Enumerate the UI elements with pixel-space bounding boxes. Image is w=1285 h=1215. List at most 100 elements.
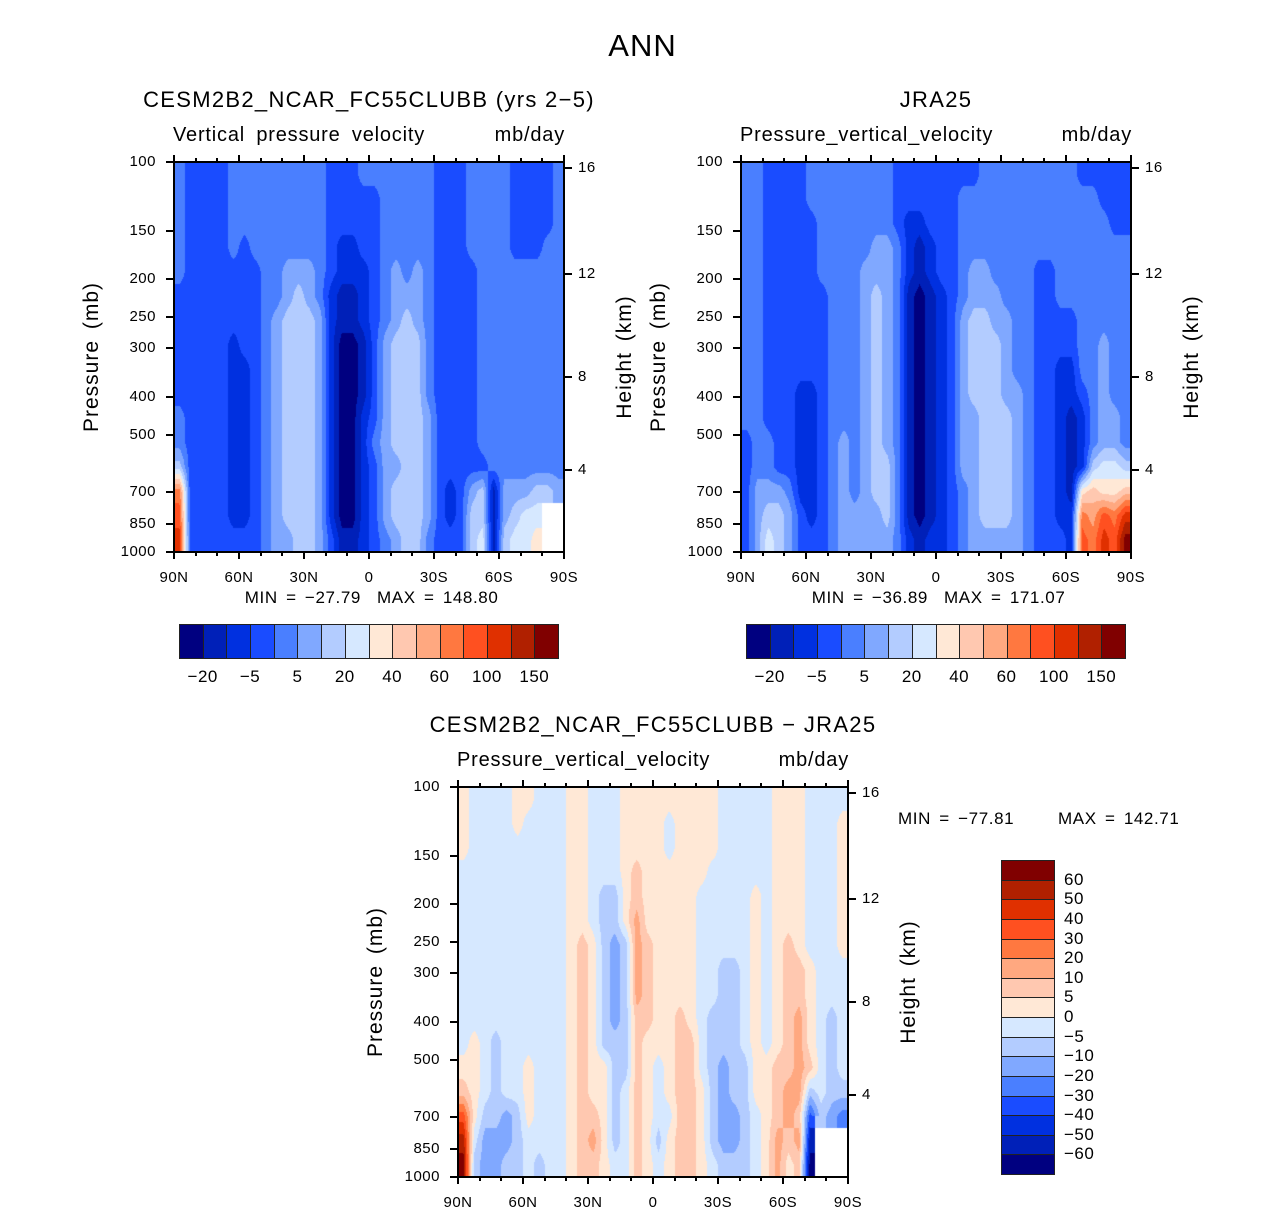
y-tick <box>733 229 740 232</box>
x-tick <box>1130 155 1132 162</box>
x-tick <box>259 158 262 162</box>
x-tick <box>541 552 544 556</box>
colorbar-box <box>1001 1056 1055 1077</box>
height-tick-label: 16 <box>1145 158 1163 176</box>
x-tick-label: 90N <box>443 1194 473 1211</box>
height-tick <box>565 166 572 169</box>
colorbar-box <box>1001 1134 1055 1156</box>
x-tick <box>803 783 806 787</box>
x-tick <box>783 552 786 556</box>
colorbar-box <box>959 624 984 659</box>
x-tick-label: 60S <box>484 569 514 586</box>
min-label: MIN = −77.81 <box>898 809 1015 828</box>
x-tick-label: 0 <box>364 569 374 586</box>
x-tick <box>238 155 240 162</box>
height-tick <box>1132 469 1139 472</box>
y-tick-label: 200 <box>696 270 723 288</box>
x-tick <box>587 780 589 787</box>
x-tick <box>870 552 872 559</box>
x-tick <box>630 1177 633 1181</box>
panel-title: JRA25 <box>899 87 973 112</box>
y-tick-label: 850 <box>129 515 156 533</box>
x-tick <box>913 158 916 162</box>
x-tick <box>411 552 414 556</box>
y-tick-label: 1000 <box>120 543 156 560</box>
colorbar-box <box>1001 918 1055 940</box>
x-tick <box>216 552 219 556</box>
x-tick <box>281 552 284 556</box>
colorbar-box <box>1006 624 1032 659</box>
x-tick-label: 90S <box>549 569 579 586</box>
colorbar-box <box>888 624 913 659</box>
x-tick-label: 90N <box>159 569 189 586</box>
x-tick <box>847 780 849 787</box>
x-tick <box>608 1177 611 1181</box>
y-tick <box>450 1058 457 1061</box>
colorbar-box <box>486 624 512 659</box>
colorbar-box <box>510 624 536 659</box>
max-label: MAX = 148.80 <box>377 588 499 607</box>
x-tick <box>695 1177 698 1181</box>
y-tick <box>166 347 173 350</box>
x-tick <box>368 155 370 162</box>
colorbar-box <box>1001 1036 1055 1058</box>
colorbar-box <box>1001 1115 1055 1136</box>
height-tick-label: 12 <box>578 265 596 283</box>
contour-field <box>741 162 1131 552</box>
colorbar-box <box>321 624 346 659</box>
colorbar-box <box>1001 1075 1055 1097</box>
y-tick-label: 400 <box>129 387 156 405</box>
x-tick-label: 90S <box>1116 569 1146 586</box>
x-tick <box>500 1177 503 1181</box>
x-tick <box>826 158 829 162</box>
x-tick <box>738 1177 741 1181</box>
y-tick-label: 400 <box>696 387 723 405</box>
colorbar-box <box>202 624 228 659</box>
x-tick <box>935 155 937 162</box>
y-tick-label: 100 <box>413 778 440 795</box>
y-tick-label: 100 <box>696 153 723 170</box>
x-tick <box>478 1177 481 1181</box>
x-tick <box>543 1177 546 1181</box>
y-tick <box>166 433 173 436</box>
variable-name: Vertical pressure velocity <box>173 124 426 146</box>
y-tick <box>733 551 740 553</box>
colorbar-box <box>1030 624 1055 659</box>
x-tick <box>389 552 392 556</box>
x-tick <box>457 780 459 787</box>
x-tick <box>259 552 262 556</box>
x-tick <box>1000 155 1002 162</box>
height-tick-label: 8 <box>1145 368 1154 386</box>
colorbar-label: −10 <box>1064 1046 1095 1066</box>
y-tick <box>450 786 457 788</box>
x-tick <box>1021 552 1024 556</box>
height-tick <box>849 1094 856 1097</box>
x-tick-label: 0 <box>931 569 941 586</box>
colorbar-label: 0 <box>1064 1007 1074 1026</box>
x-tick <box>303 552 305 559</box>
x-tick-label: 60S <box>768 1194 798 1211</box>
colorbar-box <box>769 624 795 659</box>
y-tick-label: 700 <box>129 482 156 500</box>
x-tick <box>1000 552 1002 559</box>
colorbar-box <box>911 624 937 659</box>
x-tick <box>587 1177 589 1184</box>
variable-name: Pressure_vertical_velocity <box>457 749 711 771</box>
y-axis-label-right: Height (km) <box>613 295 636 419</box>
y-tick <box>166 316 173 319</box>
x-tick <box>478 783 481 787</box>
max-label: MAX = 171.07 <box>944 588 1066 607</box>
panel-title: CESM2B2_NCAR_FC55CLUBB − JRA25 <box>429 712 877 737</box>
x-tick-label: 30S <box>419 569 449 586</box>
colorbar-box <box>1001 1154 1055 1175</box>
colorbar-box <box>1001 977 1055 999</box>
x-tick <box>761 158 764 162</box>
height-tick <box>565 273 572 276</box>
x-tick <box>476 158 479 162</box>
x-tick <box>803 1177 806 1181</box>
x-tick <box>457 1177 459 1184</box>
y-tick <box>450 941 457 944</box>
y-tick <box>166 229 173 232</box>
y-tick <box>450 854 457 857</box>
x-tick <box>454 158 457 162</box>
